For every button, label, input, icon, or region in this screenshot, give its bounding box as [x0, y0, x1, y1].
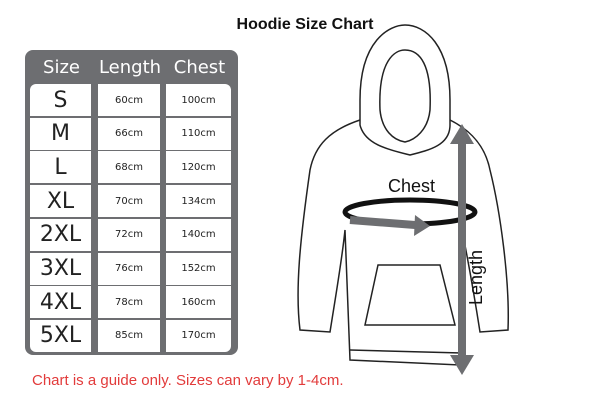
- length-cell: 72cm: [98, 218, 160, 251]
- size-cell: 2XL: [30, 218, 91, 251]
- chest-cell: 134cm: [166, 185, 231, 218]
- size-table: Size Length Chest S 60cm 100cm M 66cm 110cm L 68cm…: [25, 50, 238, 355]
- length-label: Length: [466, 250, 486, 305]
- header-size: Size: [43, 57, 80, 78]
- chest-cell: 120cm: [166, 151, 231, 184]
- length-cell: 70cm: [98, 185, 160, 218]
- size-cell: L: [30, 151, 91, 184]
- size-cell: 4XL: [30, 286, 91, 319]
- chest-cell: 152cm: [166, 252, 231, 285]
- length-cell: 76cm: [98, 252, 160, 285]
- disclaimer-note: Chart is a guide only. Sizes can vary by…: [32, 372, 344, 389]
- chest-cell: 170cm: [166, 319, 231, 352]
- length-cell: 66cm: [98, 117, 160, 150]
- header-chest: Chest: [173, 57, 226, 78]
- header-length: Length: [98, 57, 162, 78]
- length-cell: 78cm: [98, 286, 160, 319]
- chest-cell: 140cm: [166, 218, 231, 251]
- length-cell: 85cm: [98, 319, 160, 352]
- chest-label: Chest: [388, 176, 435, 196]
- chest-cell: 100cm: [166, 84, 231, 116]
- size-cell: S: [30, 84, 91, 116]
- length-cell: 68cm: [98, 151, 160, 184]
- chest-arrow-icon: [349, 216, 416, 229]
- size-cell: M: [30, 117, 91, 150]
- chest-cell: 110cm: [166, 117, 231, 150]
- chart-title: Hoodie Size Chart: [236, 16, 374, 33]
- length-cell: 60cm: [98, 84, 160, 116]
- chest-cell: 160cm: [166, 286, 231, 319]
- size-cell: XL: [30, 185, 91, 218]
- size-cell: 3XL: [30, 252, 91, 285]
- size-cell: 5XL: [30, 319, 91, 352]
- hoodie-illustration: Chest Length: [297, 24, 510, 375]
